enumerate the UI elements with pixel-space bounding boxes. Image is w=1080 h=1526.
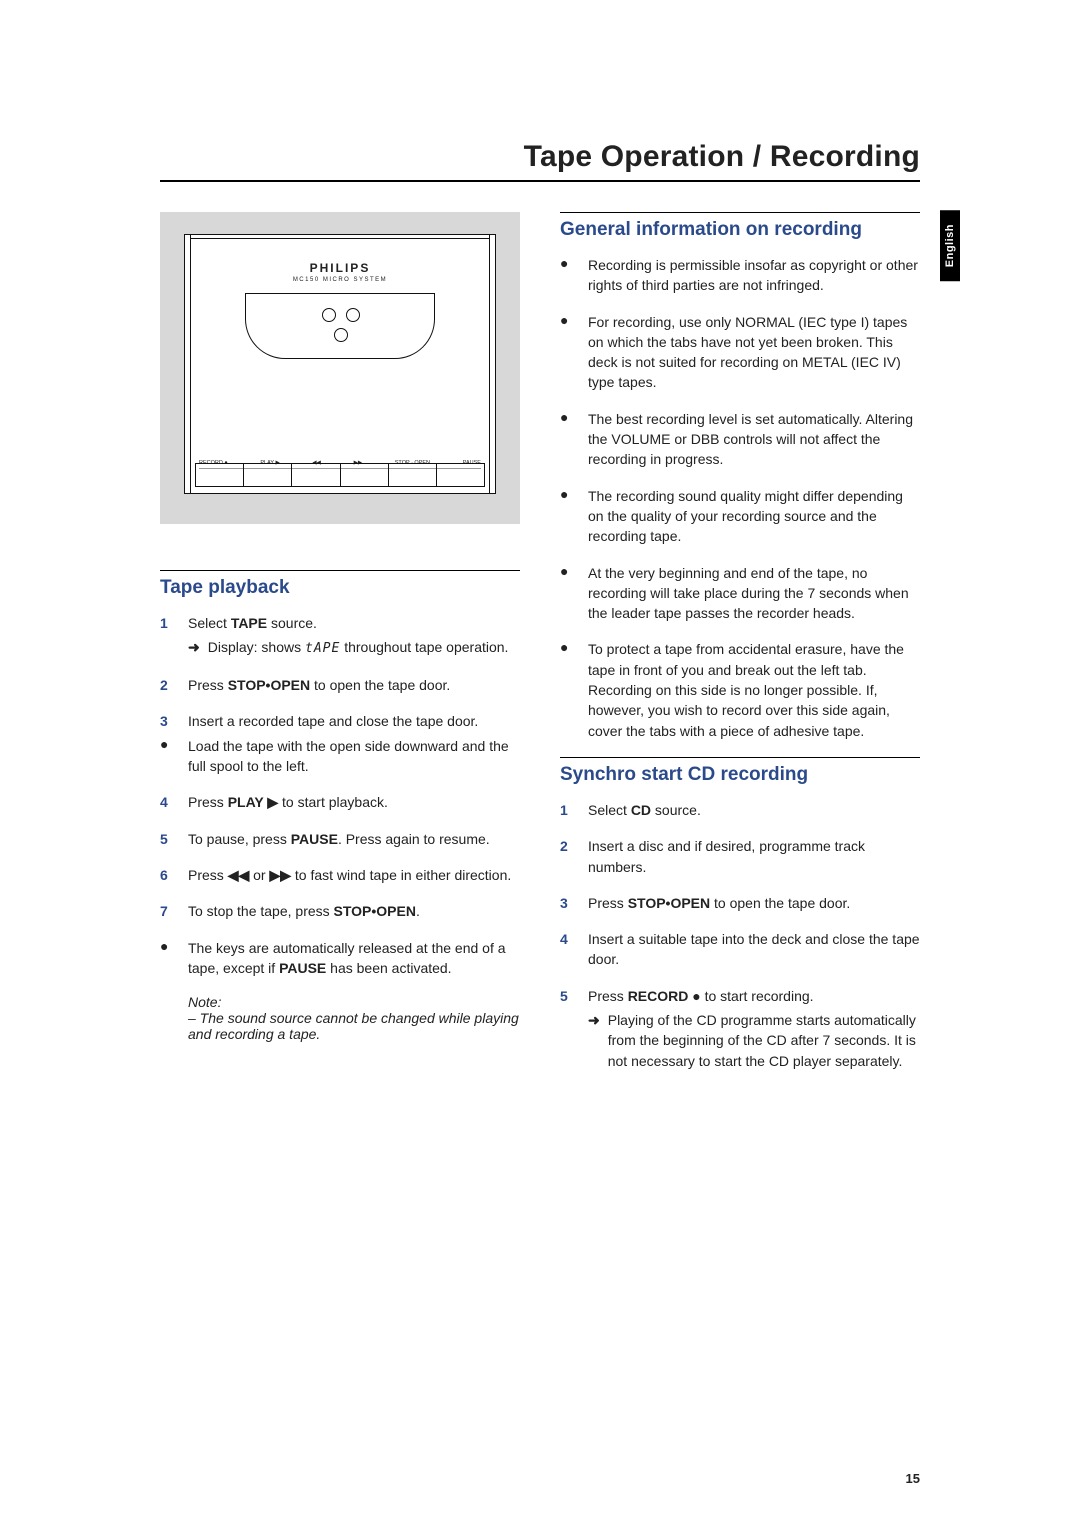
note-block: Note: – The sound source cannot be chang… [160,994,520,1042]
page-title: Tape Operation / Recording [160,140,920,174]
page-number: 15 [906,1471,920,1486]
language-tab: English [940,210,960,281]
page: Tape Operation / Recording PHILIPS MC150… [0,0,1080,1147]
tape-playback-steps: 1 Select TAPE source. ➜ Display: shows t… [160,613,520,978]
synchro-steps: 1 Select CD source. 2 Insert a disc and … [560,800,920,1071]
right-column: General information on recording ●Record… [560,212,920,1087]
synchro-heading: Synchro start CD recording [560,764,920,786]
page-header: Tape Operation / Recording [160,140,920,182]
tape-playback-heading: Tape playback [160,577,520,599]
left-column: PHILIPS MC150 MICRO SYSTEM RECORD ● PLAY… [160,212,520,1087]
device-illustration: PHILIPS MC150 MICRO SYSTEM RECORD ● PLAY… [160,212,520,524]
brand-label: PHILIPS [293,261,387,275]
brand-subtitle: MC150 MICRO SYSTEM [293,277,387,283]
general-info-bullets: ●Recording is permissible insofar as cop… [560,255,920,741]
general-info-heading: General information on recording [560,219,920,241]
